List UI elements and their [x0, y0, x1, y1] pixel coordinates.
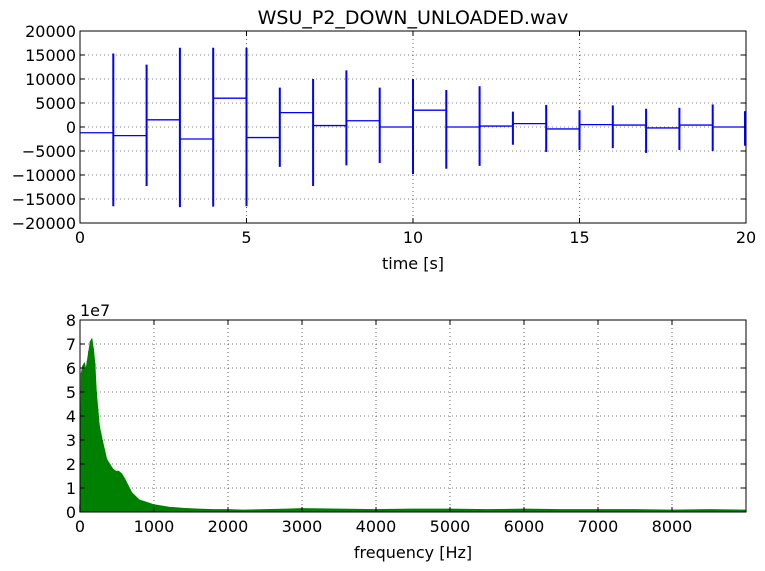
x-tick-label: 5: [241, 228, 251, 247]
y-tick-label: 0: [66, 503, 76, 522]
x-tick-label: 6000: [504, 517, 545, 536]
waveform-series: [80, 47, 746, 208]
y-offset-label: 1e7: [80, 301, 110, 320]
y-tick-label: −15000: [12, 190, 76, 209]
chart-title: WSU_P2_DOWN_UNLOADED.wav: [258, 7, 569, 29]
x-tick-label: 7000: [578, 517, 619, 536]
x-tick-label: 10: [403, 228, 423, 247]
spectrum-series: [79, 337, 747, 513]
x-tick-label: 1000: [134, 517, 175, 536]
y-tick-label: −10000: [12, 166, 76, 185]
y-tick-label: 7: [66, 335, 76, 354]
y-tick-label: 15000: [25, 46, 76, 65]
y-tick-label: 0: [66, 118, 76, 137]
y-tick-label: 1: [66, 479, 76, 498]
x-axis-label: time [s]: [382, 254, 444, 273]
x-tick-label: 0: [75, 228, 85, 247]
y-tick-label: 4: [66, 407, 76, 426]
grid: [80, 320, 746, 512]
x-tick-label: 8000: [652, 517, 693, 536]
x-tick-label: 2000: [208, 517, 249, 536]
y-tick-label: −5000: [22, 142, 76, 161]
x-axis-label: frequency [Hz]: [354, 543, 472, 562]
x-tick-label: 5000: [430, 517, 471, 536]
axis-ticks: 0 1000 2000 3000 4000 5000 6000 7000 8000 8 7 6 5 4 3 2…: [66, 311, 746, 536]
spectrum-area: [79, 337, 747, 513]
y-tick-label: 5000: [35, 94, 76, 113]
time-domain-chart: WSU_P2_DOWN_UNLOADED.wav 0 5 10 15 20 20000 15…: [12, 7, 756, 273]
axis-ticks: 0 5 10 15 20 20000 15000 10000 5000 0 −5000 −10000 −…: [12, 22, 756, 247]
y-tick-label: 20000: [25, 22, 76, 41]
x-tick-label: 0: [75, 517, 85, 536]
y-tick-label: −20000: [12, 214, 76, 233]
x-tick-label: 3000: [282, 517, 323, 536]
y-tick-label: 8: [66, 311, 76, 330]
frequency-chart: 1e7 0 1000 2000 3000 4000 5000 6000 7000 8000 8 7 6…: [66, 301, 747, 562]
y-tick-label: 10000: [25, 70, 76, 89]
y-tick-label: 3: [66, 431, 76, 450]
x-tick-label: 4000: [356, 517, 397, 536]
x-tick-label: 20: [736, 228, 756, 247]
y-tick-label: 2: [66, 455, 76, 474]
y-tick-label: 5: [66, 383, 76, 402]
x-tick-label: 15: [569, 228, 589, 247]
y-tick-label: 6: [66, 359, 76, 378]
